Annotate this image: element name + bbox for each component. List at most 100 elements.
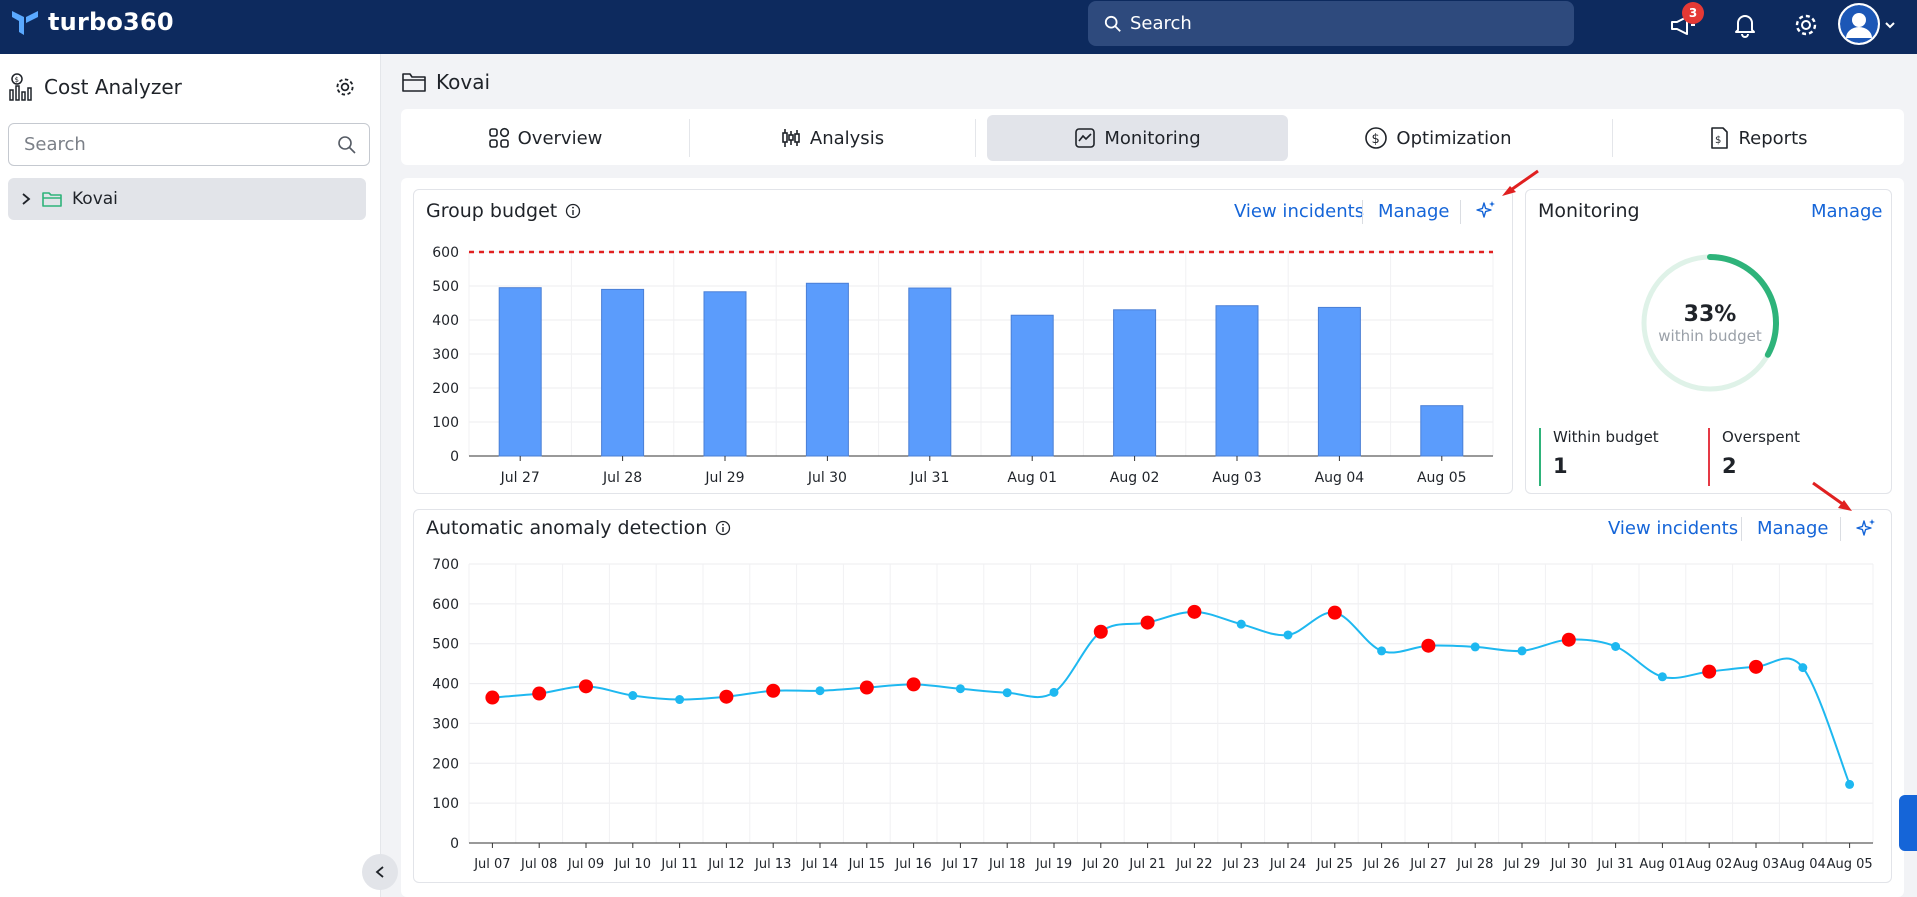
x-tick-label: Jul 20 [1082, 857, 1119, 872]
dollar-icon: $ [1365, 127, 1388, 149]
turbo360-logo[interactable]: turbo360 [10, 7, 174, 37]
x-tick-label: Jul 30 [1550, 857, 1587, 872]
tab-reports[interactable]: $ Reports [1612, 115, 1904, 161]
x-tick-label: Jul 23 [1222, 857, 1259, 872]
tab-monitoring[interactable]: Monitoring [987, 115, 1288, 161]
x-tick-label: Aug 04 [1315, 470, 1365, 486]
x-tick-label: Jul 09 [567, 857, 604, 872]
y-tick-label: 300 [432, 347, 459, 363]
chevron-right-icon[interactable] [20, 192, 32, 206]
anomaly-title: Automatic anomaly detection [426, 517, 731, 539]
info-icon[interactable] [565, 203, 581, 219]
anomaly-point [579, 679, 593, 694]
info-icon[interactable] [715, 520, 731, 536]
tab-analysis[interactable]: Analysis [689, 115, 975, 161]
anomaly-view-incidents-link[interactable]: View incidents [1608, 518, 1739, 539]
chevron-down-icon[interactable] [1884, 20, 1896, 30]
anomaly-title-label: Automatic anomaly detection [426, 517, 708, 539]
group-budget-manage-link[interactable]: Manage [1378, 201, 1450, 222]
monitoring-manage-link[interactable]: Manage [1811, 201, 1883, 222]
gear-icon[interactable] [334, 76, 356, 98]
x-tick-label: Jul 16 [894, 857, 931, 872]
notification-badge: 3 [1682, 2, 1704, 24]
turbo360-logo-icon [12, 11, 38, 35]
anomaly-point [766, 683, 781, 698]
top-navigation-bar: turbo360 Search 3 [0, 0, 1917, 54]
x-tick-label: Jul 28 [602, 470, 642, 486]
y-tick-label: 100 [432, 796, 459, 812]
tab-divider [689, 119, 690, 157]
divider [1741, 517, 1742, 541]
x-tick-label: Jul 26 [1362, 857, 1399, 872]
sidebar-search-input[interactable]: Search [8, 123, 370, 166]
sidebar-search-placeholder: Search [24, 134, 86, 155]
data-point [1002, 688, 1012, 698]
feedback-side-tab[interactable] [1899, 795, 1917, 851]
line-chart-icon [1075, 128, 1096, 148]
overspent-value: 2 [1722, 454, 1737, 478]
tab-label: Optimization [1396, 127, 1512, 149]
bar [908, 287, 952, 457]
annotation-arrow-icon [1812, 481, 1852, 511]
bar [601, 288, 645, 457]
anomaly-manage-link[interactable]: Manage [1757, 518, 1829, 539]
sidebar-title-label: Cost Analyzer [44, 75, 182, 99]
bar [703, 291, 747, 457]
within-budget-stat[interactable]: Within budget 1 [1539, 428, 1659, 486]
anomaly-point [532, 686, 547, 701]
tab-label: Analysis [809, 127, 885, 149]
y-tick-label: 400 [432, 677, 459, 693]
x-tick-label: Jul 15 [848, 857, 885, 872]
x-tick-label: Jul 30 [807, 470, 847, 486]
collapse-sidebar-button[interactable] [362, 854, 398, 890]
app-name: turbo360 [48, 8, 174, 36]
bar [1215, 305, 1259, 457]
global-search-input[interactable]: Search [1088, 1, 1574, 46]
divider [1460, 200, 1461, 224]
ai-sparkle-icon[interactable] [1855, 517, 1877, 539]
within-budget-label: Within budget [1553, 428, 1659, 446]
grid-icon [488, 127, 509, 148]
x-tick-label: Jul 27 [1409, 857, 1446, 872]
global-search-placeholder: Search [1130, 13, 1192, 34]
y-tick-label: 400 [432, 313, 459, 329]
x-tick-label: Jul 31 [909, 470, 949, 486]
settings-button[interactable] [1789, 8, 1823, 42]
data-point [1657, 672, 1667, 682]
x-tick-label: Aug 01 [1007, 470, 1057, 486]
announcements-button[interactable]: 3 [1666, 2, 1704, 42]
overspent-stat[interactable]: Overspent 2 [1708, 428, 1800, 486]
gauge-percent: 33% [1683, 302, 1737, 327]
page-title: Kovai [436, 70, 491, 94]
anomaly-point [1187, 604, 1202, 619]
x-tick-label: Aug 03 [1212, 470, 1262, 486]
user-icon [1840, 5, 1878, 43]
data-point [1611, 642, 1621, 652]
tab-divider [975, 119, 976, 157]
monitoring-title: Monitoring [1538, 200, 1640, 222]
anomaly-point [1327, 605, 1342, 620]
x-tick-label: Aug 03 [1733, 857, 1779, 872]
data-point [1283, 630, 1293, 640]
user-avatar[interactable] [1838, 3, 1880, 45]
group-budget-view-incidents-link[interactable]: View incidents [1234, 201, 1365, 222]
notifications-button[interactable] [1728, 8, 1762, 42]
sidebar-item-label: Kovai [72, 189, 118, 209]
within-budget-value: 1 [1553, 454, 1568, 478]
folder-icon [42, 192, 62, 207]
x-tick-label: Jul 29 [704, 470, 744, 486]
tab-optimization[interactable]: $ Optimization [1288, 115, 1588, 161]
data-point [1798, 663, 1808, 673]
x-tick-label: Jul 28 [1456, 857, 1493, 872]
x-tick-label: Jul 19 [1035, 857, 1072, 872]
data-point [675, 695, 685, 705]
y-tick-label: 600 [432, 245, 459, 261]
svg-text:$: $ [1372, 132, 1380, 147]
group-budget-title-label: Group budget [426, 200, 558, 222]
divider [1840, 517, 1841, 541]
ai-sparkle-icon[interactable] [1475, 199, 1497, 221]
tab-overview[interactable]: Overview [401, 115, 689, 161]
anomaly-point [1140, 615, 1155, 630]
bar [1420, 405, 1464, 457]
sidebar-item-kovai[interactable]: Kovai [8, 178, 366, 220]
